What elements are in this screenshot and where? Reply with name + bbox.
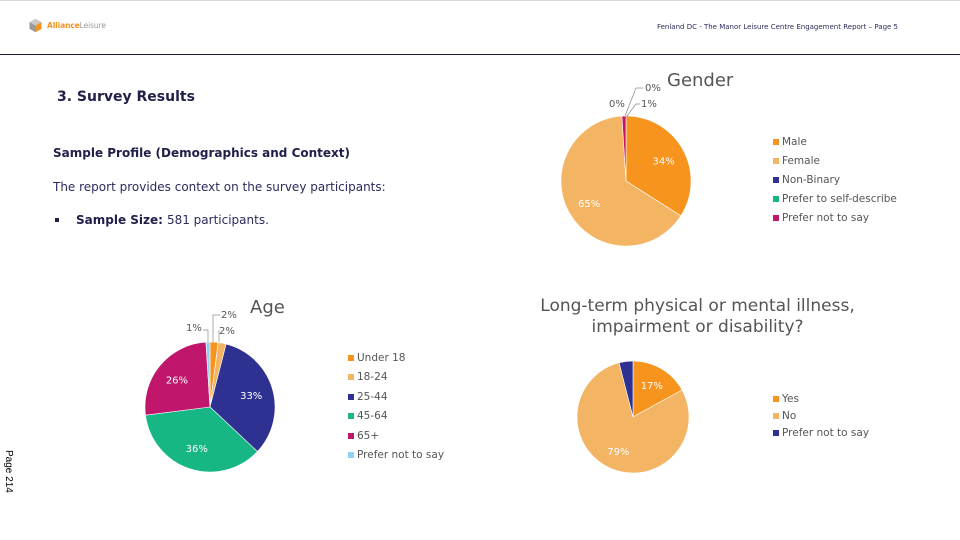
age-legend: Under 18 18-24 25-44 45-64 65+ Prefer not to …: [348, 348, 444, 465]
illness-legend-label: No: [782, 409, 797, 422]
bullet-label: Sample Size:: [76, 213, 163, 227]
illness-legend-item-yes: Yes: [773, 390, 869, 407]
logo-text-leisure: Leisure: [79, 21, 106, 30]
gender-label-female: 65%: [578, 199, 600, 210]
gender-legend-label: Prefer not to say: [782, 211, 870, 224]
gender-slice-male: [625, 115, 692, 217]
gender-legend-swatch: [773, 138, 779, 145]
illness-label-yes: 17%: [641, 381, 663, 392]
illness-legend-label: Yes: [782, 392, 799, 405]
report-header-title: Fenland DC - The Manor Leisure Centre En…: [656, 23, 898, 31]
age-slice-25-44: [209, 343, 276, 452]
illness-slice-no: [576, 362, 690, 474]
logo-text: AllianceLeisure: [47, 21, 106, 30]
side-page-number: Page 214: [3, 450, 14, 493]
age-legend-item-25-44: 25-44: [348, 387, 444, 407]
gender-slice-female: [560, 115, 682, 247]
age-label-18-24: 2%: [219, 326, 235, 337]
age-legend-swatch: [348, 354, 354, 361]
age-legend-item-18-24: 18-24: [348, 368, 444, 388]
age-leader-line-under-18: [212, 314, 220, 342]
age-legend-swatch: [348, 452, 354, 459]
gender-legend-label: Male: [782, 135, 807, 148]
illness-legend-item-no: No: [773, 407, 869, 424]
age-legend-swatch: [348, 413, 354, 420]
illness-legend-swatch: [773, 429, 779, 436]
gender-legend-swatch: [773, 195, 779, 202]
age-legend-label: Under 18: [357, 351, 406, 364]
age-legend-label: Prefer not to say: [357, 449, 445, 462]
age-legend-label: 45-64: [357, 410, 388, 423]
gender-legend-item-non-binary: Non-Binary: [773, 170, 897, 189]
age-label-45-64: 36%: [186, 444, 208, 455]
illness-title-line1: Long-term physical or mental illness,: [540, 296, 855, 316]
gender-legend-item-male: Male: [773, 132, 897, 151]
section-title: 3. Survey Results: [57, 89, 195, 105]
gender-legend-label: Prefer to self-describe: [782, 192, 897, 205]
age-legend-label: 18-24: [357, 371, 388, 384]
illness-chart-title: Long-term physical or mental illness, im…: [520, 296, 875, 338]
gender-label-prefer-not-to-say: 1%: [641, 99, 657, 110]
age-slice-45-64: [145, 406, 258, 473]
sample-size-bullet: Sample Size: 581 participants.: [55, 213, 269, 227]
gender-label-male: 34%: [652, 156, 674, 167]
age-legend-item-prefer-not-to-say: Prefer not to say: [348, 446, 444, 466]
age-legend-item-under-18: Under 18: [348, 348, 444, 368]
gender-leader-line-non-binary: [624, 87, 643, 117]
age-legend-item-45-64: 45-64: [348, 407, 444, 427]
intro-text: The report provides context on the surve…: [53, 180, 386, 194]
age-legend-item-65: 65+: [348, 426, 444, 446]
gender-legend-item-prefer-not-to-say: Prefer not to say: [773, 208, 897, 227]
age-slice-prefer-not-to-say: [205, 341, 211, 408]
illness-legend-swatch: [773, 412, 779, 419]
illness-legend-label: Prefer not to say: [782, 426, 870, 439]
illness-title-line2: impairment or disability?: [591, 317, 804, 337]
cube-logo-icon: [29, 18, 42, 33]
bullet-text: 581 participants.: [166, 213, 269, 227]
age-legend-swatch: [348, 432, 354, 439]
gender-slice-prefer-not-to-say: [621, 115, 627, 182]
illness-legend-item-prefer-not-to-say: Prefer not to say: [773, 424, 869, 441]
age-label-under-18: 2%: [221, 310, 237, 321]
age-label-25-44: 33%: [240, 391, 262, 402]
gender-legend-item-female: Female: [773, 151, 897, 170]
gender-chart-title: Gender: [667, 70, 734, 91]
age-legend-swatch: [348, 393, 354, 400]
illness-label-no: 79%: [607, 447, 629, 458]
bullet-marker: [55, 218, 59, 222]
gender-leader-line-prefer-not-to-say: [626, 103, 640, 117]
gender-legend-swatch: [773, 214, 779, 221]
illness-legend: Yes No Prefer not to say: [773, 390, 869, 441]
subheading: Sample Profile (Demographics and Context…: [53, 146, 350, 160]
gender-legend-item-prefer-to-self-describe: Prefer to self-describe: [773, 189, 897, 208]
alliance-leisure-logo: AllianceLeisure: [28, 18, 106, 33]
gender-label-non-binary: 0%: [645, 83, 661, 94]
logo-text-alliance: Alliance: [47, 21, 80, 30]
gender-legend: Male Female Non-Binary Prefer to self-descr…: [773, 132, 897, 227]
gender-legend-label: Female: [782, 154, 820, 167]
gender-legend-swatch: [773, 176, 779, 183]
gender-legend-swatch: [773, 157, 779, 164]
gender-label-prefer-to-self-describe: 0%: [609, 99, 625, 110]
illness-slice-prefer-not-to-say: [618, 360, 634, 418]
age-legend-swatch: [348, 374, 354, 381]
age-label-65: 26%: [166, 376, 188, 387]
top-border: [0, 0, 960, 1]
age-legend-label: 65+: [357, 429, 380, 442]
age-slice-65: [144, 341, 211, 416]
age-label-prefer-not-to-say: 1%: [186, 323, 202, 334]
age-chart-title: Age: [250, 297, 285, 318]
illness-legend-swatch: [773, 395, 779, 402]
gender-legend-label: Non-Binary: [782, 173, 841, 186]
age-leader-line-prefer-not-to-say: [203, 329, 209, 342]
illness-slice-yes: [632, 360, 683, 418]
header-divider: [0, 54, 960, 55]
age-legend-label: 25-44: [357, 390, 388, 403]
